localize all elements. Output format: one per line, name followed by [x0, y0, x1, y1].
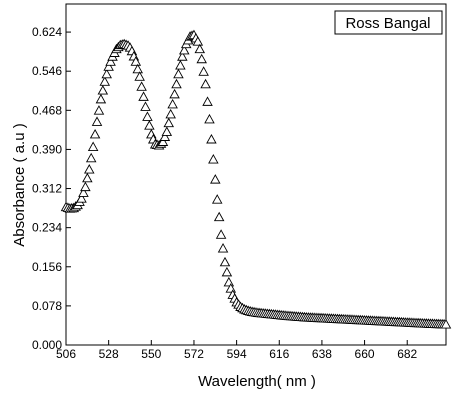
data-point-marker [87, 141, 99, 151]
data-point-marker [211, 194, 223, 204]
data-point-marker [196, 53, 207, 64]
y-axis: 0.000 0.078 0.156 0.234 0.312 0.390 0.468 0.546… [32, 25, 71, 352]
data-point-marker [101, 68, 112, 79]
data-point-marker [206, 133, 217, 144]
data-point-marker [223, 276, 235, 287]
data-point-marker [80, 181, 91, 192]
data-point-marker [99, 76, 111, 86]
data-point-marker [169, 88, 180, 99]
x-tick-label: 682 [397, 347, 417, 361]
data-point-marker [173, 68, 184, 79]
data-point-marker [89, 128, 101, 139]
data-point-marker [198, 66, 209, 76]
data-point-marker [219, 256, 231, 267]
data-point-marker [93, 105, 105, 115]
data-point-marker [171, 78, 182, 89]
x-tick-label: 638 [312, 347, 332, 361]
data-point-marker [159, 131, 171, 141]
data-point-marker [85, 152, 97, 163]
data-point-marker [215, 229, 227, 239]
legend: Ross Bangal [334, 10, 443, 35]
data-point-marker [105, 56, 116, 66]
x-tick-label: 506 [56, 347, 76, 361]
data-point-marker [165, 108, 176, 119]
x-tick-label: 572 [184, 347, 204, 361]
data-point-marker [91, 116, 103, 126]
y-tick-label: 0.156 [32, 260, 62, 274]
data-point-marker [134, 71, 145, 81]
plot-area-border [65, 3, 447, 346]
data-point-marker [130, 56, 142, 66]
x-tick-label: 528 [99, 347, 119, 361]
data-point-marker [204, 113, 215, 124]
y-tick-label: 0.468 [32, 103, 62, 117]
data-point-marker [175, 60, 186, 70]
y-tick-label: 0.624 [32, 25, 62, 39]
y-tick-label: 0.234 [32, 221, 62, 235]
data-point-marker [179, 44, 190, 55]
data-layer [60, 29, 452, 329]
data-point-marker [194, 43, 206, 54]
data-point-marker [136, 81, 147, 91]
data-point-marker [217, 243, 229, 253]
legend-box [334, 10, 443, 35]
data-point-marker [221, 266, 233, 277]
legend-entry-label: Ross Bangal [345, 15, 430, 32]
data-point-marker [161, 126, 173, 136]
y-axis-title: Absorbance ( a.u ) [11, 123, 28, 246]
data-point-marker [78, 187, 89, 197]
data-point-marker [138, 91, 149, 101]
data-point-marker [132, 63, 143, 74]
x-tick-label: 594 [227, 347, 247, 361]
y-tick-label: 0.000 [32, 338, 62, 352]
data-point-marker [144, 120, 155, 130]
data-point-marker [84, 164, 95, 174]
plot-frame [65, 3, 447, 346]
data-point-marker [202, 96, 213, 106]
data-point-marker [213, 211, 225, 222]
data-point-marker [163, 117, 175, 128]
data-point-marker [76, 193, 87, 203]
y-tick-label: 0.312 [32, 182, 62, 196]
x-tick-label: 660 [355, 347, 375, 361]
data-point-marker [177, 51, 188, 61]
y-tick-label: 0.390 [32, 142, 62, 156]
data-point-marker [140, 101, 151, 111]
data-point-marker [142, 111, 153, 121]
data-point-marker [208, 154, 219, 164]
data-point-marker [95, 93, 107, 104]
data-point-marker [103, 61, 114, 71]
x-axis-title: Wavelength( nm ) [198, 373, 316, 390]
data-point-marker [157, 136, 169, 146]
data-point-marker [192, 36, 204, 46]
y-tick-label: 0.546 [32, 64, 62, 78]
x-tick-label: 616 [269, 347, 289, 361]
y-tick-label: 0.078 [32, 299, 62, 313]
data-point-marker [82, 172, 93, 183]
data-point-marker [210, 174, 221, 184]
data-point-marker [167, 98, 178, 109]
x-tick-label: 550 [141, 347, 161, 361]
data-point-marker [97, 85, 109, 95]
data-point-marker [200, 78, 211, 89]
data-point-marker [440, 319, 452, 329]
x-axis: 506 528 550 572 594 616 638 660 682 [56, 340, 418, 361]
